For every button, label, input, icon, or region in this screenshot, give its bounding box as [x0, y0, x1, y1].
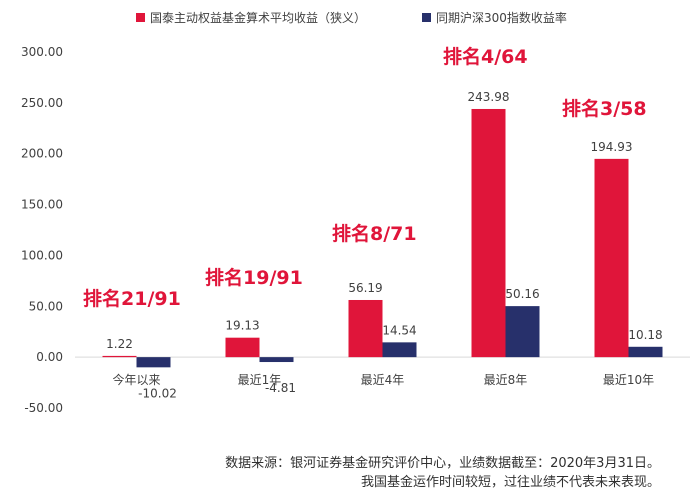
x-category-label: 最近1年: [238, 373, 282, 387]
bar-series2: [136, 357, 171, 368]
data-label-series2: 50.16: [505, 287, 539, 301]
rank-annotation: 排名19/91: [205, 266, 303, 289]
data-label-series1: 243.98: [468, 90, 510, 104]
bar-series1: [594, 158, 629, 358]
legend-swatch-series1: [136, 13, 145, 22]
rank-annotation: 排名3/58: [562, 97, 647, 120]
x-category-label: 最近8年: [484, 373, 528, 387]
source-note-line2: 我国基金运作时间较短，过往业绩不代表未来表现。: [360, 475, 660, 490]
chart: 300.00 250.00 200.00 150.00 100.00 50.00 0.00 -…: [21, 10, 690, 415]
y-tick-label: 50.00: [29, 299, 63, 313]
data-label-series1: 194.93: [591, 140, 633, 154]
data-label-series1: 1.22: [106, 337, 133, 351]
bar-series2: [505, 306, 540, 358]
data-label-series2: -4.81: [265, 381, 296, 395]
y-tick-label: 100.00: [21, 248, 63, 262]
data-label-series1: 19.13: [225, 319, 259, 333]
y-tick-label: 200.00: [21, 147, 63, 161]
y-tick-label: 0.00: [36, 350, 63, 364]
bar-series1: [348, 299, 383, 358]
bar-series1: [102, 355, 137, 358]
rank-annotation: 排名4/64: [443, 45, 528, 68]
legend-label-series1: 国泰主动权益基金算术平均收益（狭义）: [150, 10, 366, 25]
y-tick-label: 150.00: [21, 198, 63, 212]
legend-label-series2: 同期沪深300指数收益率: [436, 10, 567, 25]
x-category-label: 最近10年: [603, 373, 654, 387]
y-tick-label: 250.00: [21, 96, 63, 110]
bar-series2: [259, 357, 294, 363]
x-category-label: 今年以来: [112, 372, 160, 387]
rank-annotation: 排名21/91: [83, 287, 181, 310]
bar-series1: [471, 108, 506, 358]
bar-series2: [382, 342, 417, 358]
bar-series1: [225, 337, 260, 358]
bar-series2: [628, 346, 663, 358]
legend-swatch-series2: [422, 13, 431, 22]
data-label-series2: -10.02: [138, 386, 177, 400]
y-tick-label: 300.00: [21, 45, 63, 59]
rank-annotation: 排名8/71: [332, 222, 417, 245]
data-label-series2: 14.54: [382, 323, 416, 337]
source-note-line1: 数据来源：银河证券基金研究评价中心，业绩数据截至：2020年3月31日。: [225, 456, 660, 471]
x-category-label: 最近4年: [361, 373, 405, 387]
data-label-series2: 10.18: [628, 328, 662, 342]
data-label-series1: 56.19: [348, 281, 382, 295]
y-tick-label: -50.00: [24, 401, 63, 415]
